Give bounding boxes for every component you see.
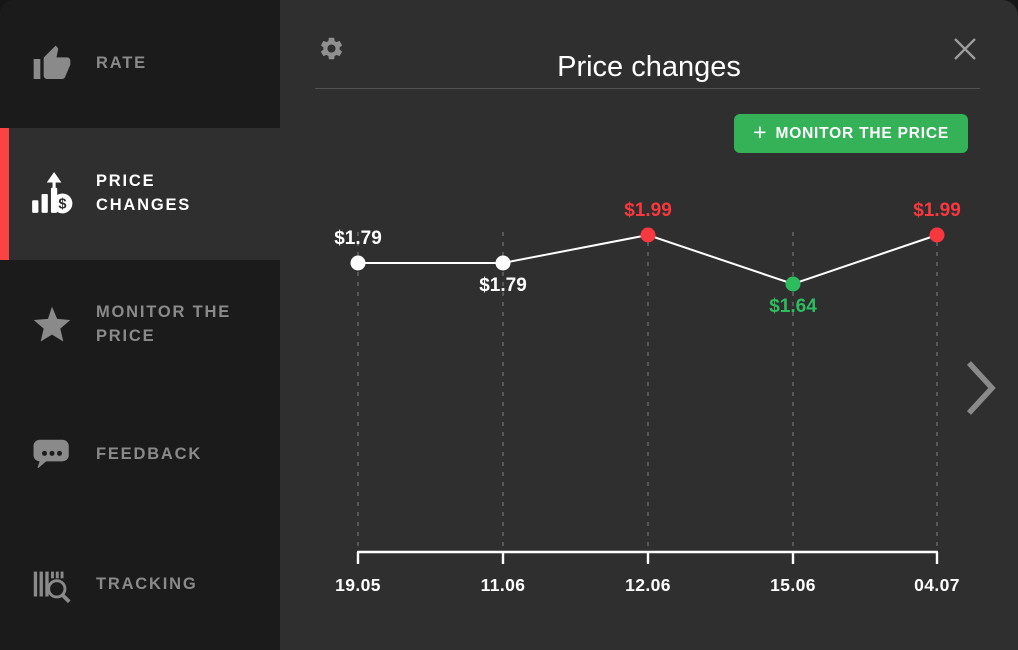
sidebar-item-label: FEEDBACK xyxy=(96,445,203,464)
page-title: Price changes xyxy=(557,51,741,84)
sidebar-item-label: RATE xyxy=(96,54,147,73)
x-axis-label: 15.06 xyxy=(770,575,816,595)
price-changes-icon: $ xyxy=(28,171,76,217)
price-point-label: $1.79 xyxy=(479,275,527,296)
sidebar-item-monitor-the-price[interactable]: MONITOR THE PRICE xyxy=(0,260,280,390)
price-changes-panel: Price changes + MONITOR THE PRICE $1.79 1… xyxy=(280,0,1018,650)
price-point-label: $1.64 xyxy=(769,296,817,317)
monitor-button-label: MONITOR THE PRICE xyxy=(775,124,949,142)
sidebar-item-tracking[interactable]: TRACKING xyxy=(0,520,280,650)
price-point-label: $1.99 xyxy=(913,200,961,221)
star-icon xyxy=(28,303,76,347)
x-axis-label: 11.06 xyxy=(480,575,526,595)
gear-icon[interactable] xyxy=(318,35,345,62)
x-axis-label: 12.06 xyxy=(625,575,671,595)
sidebar-item-label: MONITOR THE PRICE xyxy=(96,303,231,345)
header-divider xyxy=(315,88,980,89)
sidebar: RATE $ PRICE CHANGES MONITOR xyxy=(0,0,280,650)
plus-icon: + xyxy=(753,119,767,145)
data-point[interactable] xyxy=(929,227,945,243)
active-accent-bar xyxy=(0,128,9,260)
sidebar-item-label: PRICE CHANGES xyxy=(96,172,192,214)
price-point-label: $1.79 xyxy=(334,228,382,249)
sidebar-item-price-changes[interactable]: $ PRICE CHANGES xyxy=(0,128,280,260)
price-point-label: $1.99 xyxy=(624,200,672,221)
close-icon[interactable] xyxy=(952,36,978,62)
x-axis-label: 19.05 xyxy=(335,575,381,595)
data-point[interactable] xyxy=(350,255,366,271)
svg-text:$: $ xyxy=(58,197,66,213)
monitor-the-price-button[interactable]: + MONITOR THE PRICE xyxy=(734,114,968,153)
thumbs-up-icon xyxy=(28,44,76,84)
data-point[interactable] xyxy=(495,255,511,271)
sidebar-item-rate[interactable]: RATE xyxy=(0,0,280,128)
data-point[interactable] xyxy=(785,276,801,292)
chat-bubble-icon xyxy=(28,435,76,475)
price-chart: $1.79 19.05 $1.79 11.06 $1.99 12.06 $1.64 15.06… xyxy=(280,0,1018,650)
x-axis-label: 04.07 xyxy=(914,575,960,595)
sidebar-item-label: TRACKING xyxy=(96,575,198,594)
barcode-search-icon xyxy=(28,562,76,608)
chevron-right-icon[interactable] xyxy=(964,358,998,418)
price-chart-canvas xyxy=(350,227,945,564)
sidebar-item-feedback[interactable]: FEEDBACK xyxy=(0,390,280,520)
data-point[interactable] xyxy=(640,227,656,243)
